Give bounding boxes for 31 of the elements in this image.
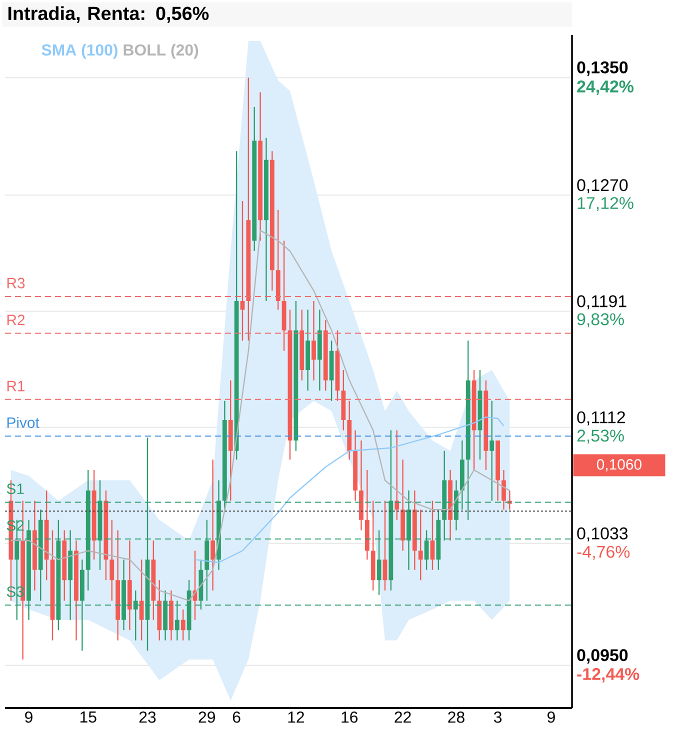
x-tick-label: 9	[548, 712, 555, 723]
text: BOLL (20)	[124, 44, 198, 59]
x-tick-label: 28	[448, 712, 464, 723]
x-tick-label: 3	[494, 712, 502, 723]
y2-tick-label: -4,76%	[577, 546, 630, 560]
y2-tick-label: 2,53%	[577, 430, 624, 444]
x-tick-label: 12	[288, 712, 304, 723]
text: SMA (100)	[42, 44, 118, 59]
ref-line-label: R1	[7, 380, 25, 392]
x-tick-label: 23	[139, 712, 156, 723]
x-tick-label: 15	[80, 712, 96, 723]
chart-title: Intradia, Renta: 0,56%	[8, 6, 209, 23]
text: 0,1060	[596, 459, 642, 472]
y-tick-label: 0,1350	[577, 61, 628, 76]
y-tick-label: 0,0950	[577, 649, 628, 664]
y-tick-label: 0,1112	[577, 411, 625, 426]
x-tick-label: 9	[25, 712, 32, 723]
ref-line-label: R2	[7, 314, 25, 326]
y2-tick-label: -12,44%	[577, 668, 640, 683]
x-tick-label: 16	[342, 712, 358, 723]
ref-line-label: Pivot	[7, 416, 40, 428]
y-tick-label: 0,1270	[577, 179, 628, 194]
x-tick-label: 6	[232, 712, 240, 723]
y-tick-label: 0,1191	[577, 295, 626, 310]
y2-tick-label: 9,83%	[577, 313, 624, 328]
x-tick-label: 22	[394, 712, 411, 723]
x-tick-label: 29	[198, 712, 215, 723]
y2-tick-label: 17,12%	[578, 197, 634, 212]
ref-line-label: R3	[7, 278, 25, 288]
y-tick-label: 0,1033	[577, 527, 628, 542]
y2-tick-label: 24,42%	[577, 80, 634, 95]
